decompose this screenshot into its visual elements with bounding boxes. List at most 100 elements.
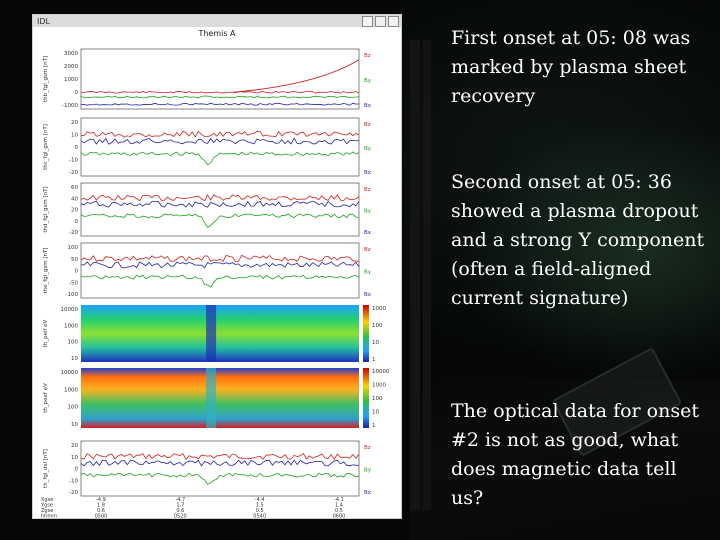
plot-window[interactable]: IDL Themis A Bz By Bx 3000 2000 1000 0 -1000 thb…	[32, 14, 402, 525]
window-titlebar[interactable]: IDL	[33, 15, 401, 27]
y-tick-label: 1000	[64, 387, 78, 393]
legend-label: Bz	[364, 53, 371, 59]
legend-label: Bx	[364, 103, 372, 109]
plot-panel-7: Bz By Bx 20 10 0 -10 -20 th_fgl_dsl [nT]	[43, 440, 372, 497]
dropout-band	[206, 305, 217, 362]
colorbar-tick: 10	[372, 410, 379, 416]
y-axis-label: the_fgl_gsm [nT]	[43, 247, 49, 293]
trace-line	[80, 151, 360, 166]
time-row-label: Zgse	[41, 508, 53, 514]
y-axis-label: th_peif eV	[43, 319, 49, 347]
y-tick-label: 0	[75, 90, 79, 96]
minimize-button[interactable]	[362, 15, 373, 27]
trace-line	[80, 213, 360, 228]
colorbar-tick: 100	[372, 396, 383, 402]
y-tick-label: 1000	[64, 323, 78, 329]
y-tick-label: 1000	[64, 77, 78, 83]
plot-panel-4: Bz By Bx 100 50 0 -50 -100 the_fgl_gsm [nT]	[43, 242, 372, 299]
colorbar-tick: 10	[372, 340, 379, 346]
trace-rise	[233, 59, 360, 93]
y-tick-label: 20	[71, 443, 78, 449]
y-axis-label: thc_fgl_gsm [nT]	[43, 124, 49, 170]
ground-silhouette	[410, 380, 720, 540]
y-tick-label: -20	[69, 170, 78, 176]
y-tick-label: 10	[71, 133, 78, 139]
time-col-value: -4.1	[334, 497, 344, 503]
y-tick-label: 60	[71, 185, 78, 191]
y-tick-label: -20	[69, 230, 78, 236]
colorbar	[363, 305, 369, 362]
time-col-value: 0500	[95, 514, 108, 519]
trace-line	[80, 254, 360, 262]
y-tick-label: 10	[71, 455, 78, 461]
paragraph-onset-2: Second onset at 05: 36 showed a plasma d…	[451, 171, 705, 309]
legend-label: Bx	[364, 292, 372, 298]
y-tick-label: -20	[69, 490, 78, 496]
plot-panel-5: 1000 100 10 1 10000 1000 100 10 th_peif eV	[43, 305, 386, 363]
colorbar-tick: 100	[372, 323, 383, 329]
legend-label: By	[364, 468, 372, 474]
panel-frame	[80, 117, 360, 177]
y-tick-label: -100	[66, 292, 79, 298]
legend-label: Bz	[364, 187, 371, 193]
spectrogram	[81, 305, 359, 362]
colorbar-tick: 1	[372, 423, 376, 429]
trace-line	[80, 200, 360, 208]
y-tick-label: -50	[69, 280, 78, 286]
colorbar-tick: 1	[372, 357, 376, 363]
time-col-value: 0520	[174, 514, 187, 519]
time-col-value: 0.5	[335, 508, 343, 514]
legend-label: By	[364, 209, 372, 215]
bar	[423, 40, 431, 510]
y-tick-label: 100	[68, 340, 79, 346]
time-row-label: hhmm	[41, 514, 57, 519]
trace-line	[80, 90, 360, 94]
y-axis-label: th_peef eV	[43, 383, 49, 413]
trace-line	[80, 194, 360, 202]
time-col-value: 0540	[253, 514, 266, 519]
y-tick-label: 100	[68, 405, 79, 411]
y-tick-label: 10000	[61, 307, 79, 313]
y-tick-label: 20	[71, 208, 78, 214]
legend-label: Bz	[364, 445, 371, 451]
time-col-value: 1.8	[97, 503, 105, 509]
y-tick-label: 100	[68, 245, 79, 251]
plot-panel-3: Bz By Bx 60 40 20 0 -20 thd_fgl_gsm [nT]	[43, 182, 372, 237]
panel-frame	[80, 48, 360, 110]
y-tick-label: 10	[71, 356, 78, 362]
time-col-value: -4.4	[255, 497, 265, 503]
trace-line	[80, 472, 360, 485]
window-title: IDL	[37, 16, 50, 26]
plot-panel-6: 10000 1000 100 10 1 10000 1000 100 10 th_peef eV	[43, 368, 390, 429]
time-col-value: -4.7	[175, 497, 185, 503]
time-col-value: 1.4	[335, 503, 343, 509]
legend-label: By	[364, 146, 372, 152]
y-axis-label: th_fgl_dsl [nT]	[43, 449, 49, 488]
colorbar-tick: 10000	[372, 369, 390, 375]
panel-frame	[80, 182, 360, 237]
legend-label: Bz	[364, 247, 371, 253]
y-tick-label: 20	[71, 120, 78, 126]
panel-frame	[80, 440, 360, 497]
legend-label: By	[364, 78, 372, 84]
legend-label: By	[364, 270, 372, 276]
maximize-button[interactable]	[375, 15, 386, 27]
y-tick-label: 3000	[64, 51, 78, 57]
legend-label: Bx	[364, 230, 372, 236]
paragraph-question: The optical data for onset #2 is not as …	[451, 400, 699, 509]
plot-panel-1: Bz By Bx 3000 2000 1000 0 -1000 thb_fgl_gsm [nT]	[43, 48, 372, 110]
time-col-value: 1.5	[256, 503, 264, 509]
colorbar	[363, 368, 369, 428]
y-tick-label: 2000	[64, 64, 78, 70]
trace-line	[80, 130, 360, 138]
time-row-label: Xgse	[41, 497, 53, 503]
y-tick-label: 0	[75, 467, 79, 473]
y-axis-label: thd_fgl_gsm [nT]	[43, 186, 49, 232]
colorbar-tick: 1000	[372, 383, 386, 389]
time-col-value: 0.5	[256, 508, 264, 514]
y-tick-label: 40	[71, 196, 78, 202]
close-button[interactable]	[388, 15, 399, 27]
plot-canvas: Themis A Bz By Bx 3000 2000 1000 0 -1000 thb_fgl…	[33, 27, 401, 525]
y-tick-label: 0	[75, 219, 79, 225]
dropout-band	[206, 368, 217, 428]
